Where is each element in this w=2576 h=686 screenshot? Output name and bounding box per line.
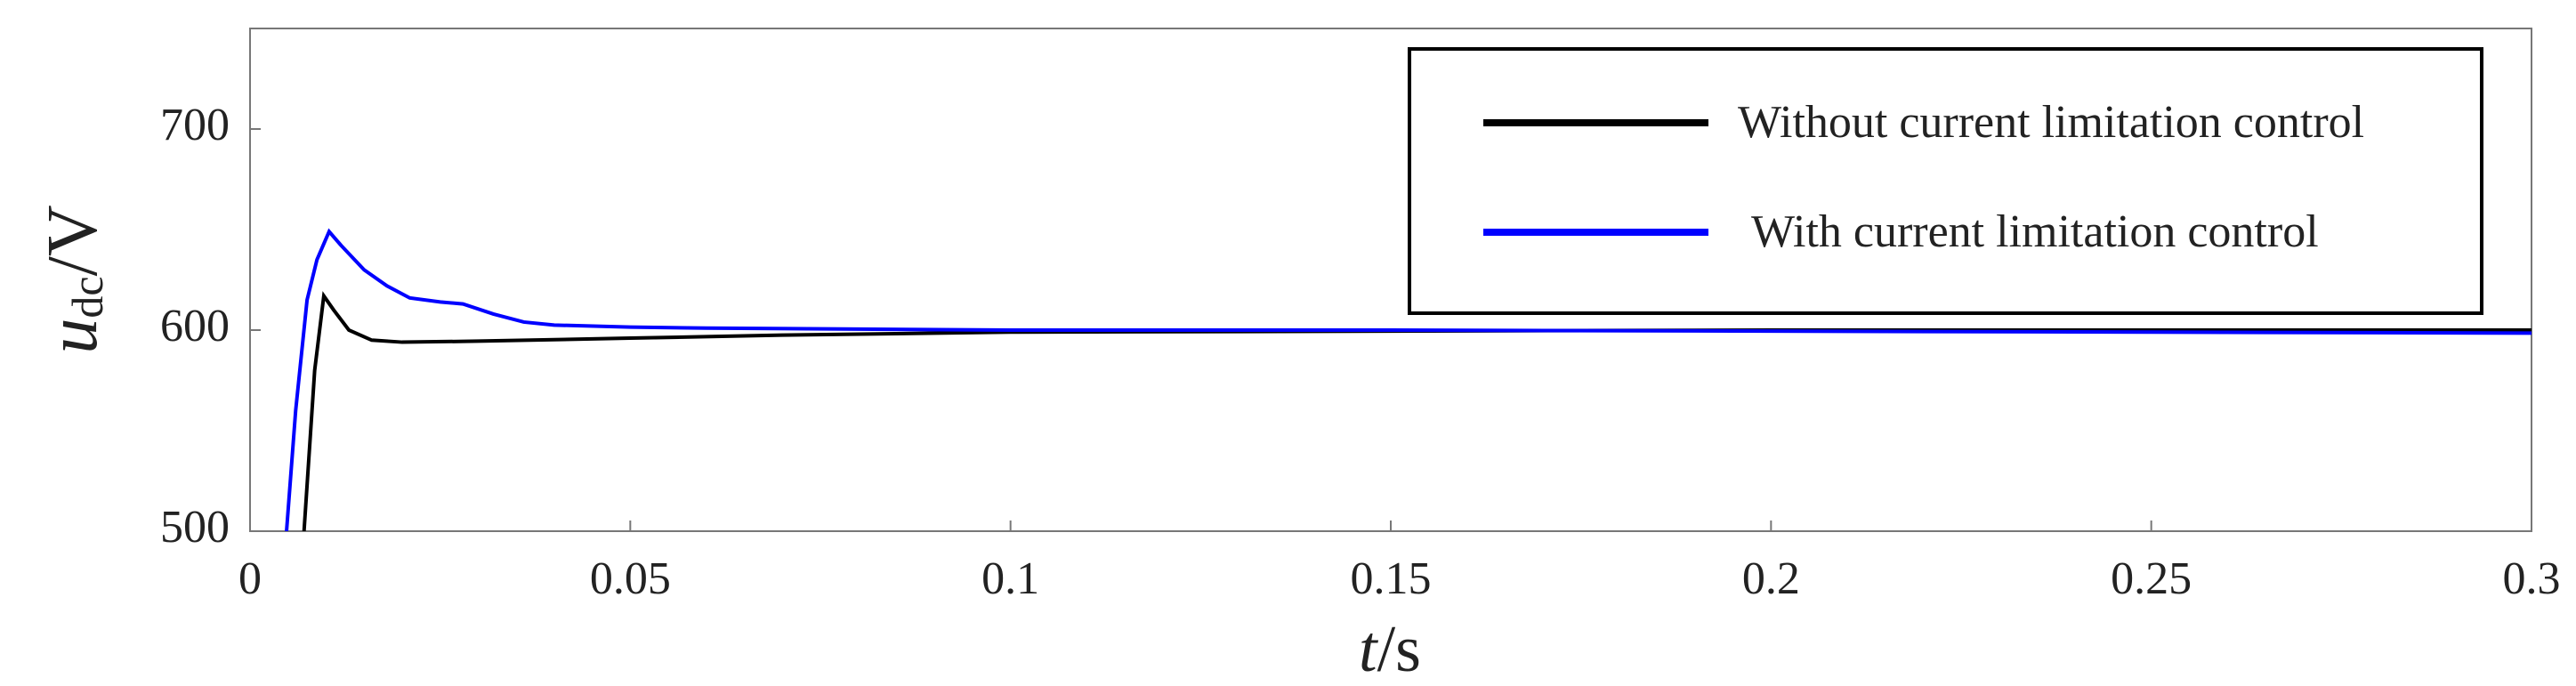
x-axis-label: t/s xyxy=(1359,613,1421,686)
legend: Without current limitation control With c… xyxy=(1408,47,2483,315)
x-label-var: t xyxy=(1359,613,1379,686)
series-line xyxy=(285,228,2532,531)
legend-box xyxy=(1408,47,2483,315)
x-tick-label: 0.3 xyxy=(2503,553,2561,604)
legend-label: Without current limitation control xyxy=(1738,97,2364,148)
legend-label: With current limitation control xyxy=(1751,206,2319,257)
y-tick-label: 700 xyxy=(160,100,230,150)
x-label-unit: /s xyxy=(1377,613,1421,686)
plot-area xyxy=(285,228,2532,531)
y-label-unit: /V xyxy=(34,205,112,276)
x-tick-label: 0.15 xyxy=(1351,553,1432,604)
x-tick-label: 0.25 xyxy=(2111,553,2192,604)
y-axis-label: udc/V xyxy=(34,205,112,353)
y-tick-label: 500 xyxy=(160,502,230,553)
y-label-var: u xyxy=(34,319,112,354)
x-tick-label: 0.1 xyxy=(981,553,1039,604)
x-tick-label: 0.2 xyxy=(1742,553,1800,604)
y-label-sub: dc xyxy=(62,276,112,318)
x-tick-label: 0.05 xyxy=(590,553,671,604)
x-tick-label: 0 xyxy=(238,553,262,604)
y-tick-label: 600 xyxy=(160,301,230,351)
